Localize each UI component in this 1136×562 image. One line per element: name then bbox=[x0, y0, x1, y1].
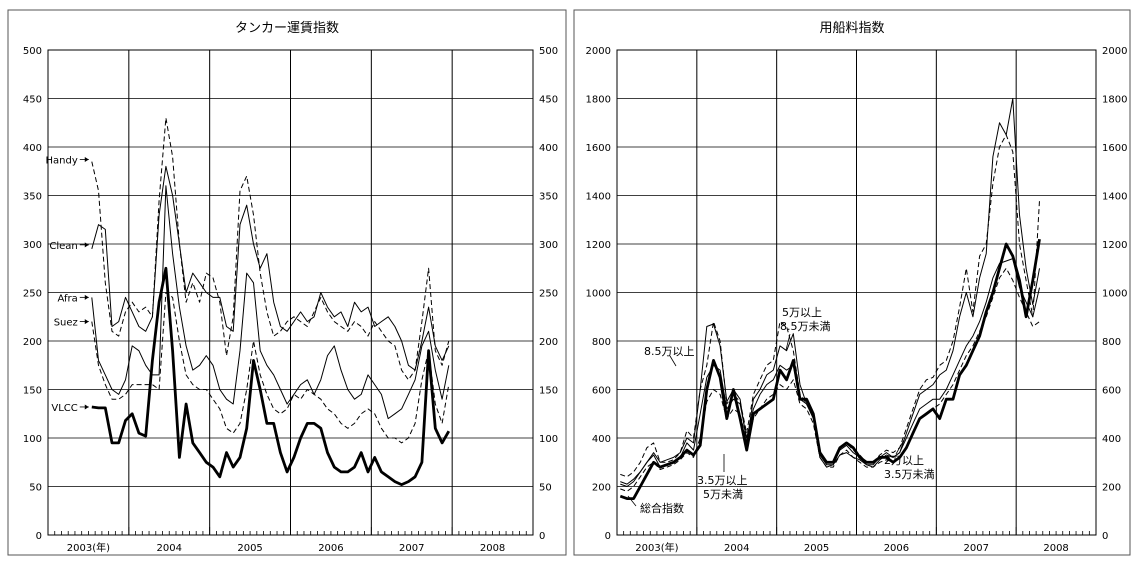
right-chart-title: 用船料指数 bbox=[819, 21, 884, 36]
y-tick-label-left: 300 bbox=[23, 240, 42, 251]
series-label: Clean bbox=[49, 241, 77, 252]
y-tick-label-left: 1600 bbox=[586, 143, 611, 154]
tanker-freight-index-chart: 0 0 50 50 100 100 150 150 200 200 250 250 300 300 350 3… bbox=[23, 46, 558, 554]
series-line bbox=[620, 258, 1040, 487]
y-tick-label-left: 500 bbox=[23, 46, 42, 57]
y-tick-label-left: 1000 bbox=[586, 289, 611, 300]
x-tick-label: 2003(年) bbox=[635, 541, 678, 554]
y-tick-label-right: 800 bbox=[1102, 337, 1121, 348]
y-tick-label-left: 250 bbox=[23, 289, 42, 300]
y-tick-label-right: 1000 bbox=[1102, 289, 1127, 300]
annotation-leaders bbox=[627, 333, 905, 507]
left-chart-title: タンカー運賃指数 bbox=[235, 21, 339, 36]
y-tick-label-left: 2000 bbox=[586, 46, 611, 57]
y-tick-label-right: 400 bbox=[539, 143, 558, 154]
annotation-35man-ijou: 3.5万以上 bbox=[697, 474, 748, 487]
y-tick-label-left: 400 bbox=[23, 143, 42, 154]
y-tick-label-left: 450 bbox=[23, 95, 42, 106]
y-tick-label-right: 600 bbox=[1102, 386, 1121, 397]
y-tick-label-left: 1800 bbox=[586, 95, 611, 106]
annotation-85man-miman: 8.5万未満 bbox=[780, 320, 831, 333]
y-tick-label-left: 1400 bbox=[586, 192, 611, 203]
y-tick-label-right: 450 bbox=[539, 95, 558, 106]
series-line bbox=[91, 266, 451, 487]
y-tick-label-right: 0 bbox=[1102, 531, 1108, 542]
y-tick-label-left: 50 bbox=[29, 483, 42, 494]
y-tick-label-left: 200 bbox=[592, 483, 611, 494]
series-line bbox=[620, 98, 1040, 485]
arrowhead bbox=[84, 157, 89, 163]
series-line bbox=[620, 134, 1040, 478]
y-tick-label-left: 150 bbox=[23, 386, 42, 397]
arrowhead bbox=[84, 242, 89, 248]
annotation-35man-miman: 3.5万未満 bbox=[884, 468, 935, 481]
y-tick-label-right: 200 bbox=[539, 337, 558, 348]
y-tick-label-right: 1200 bbox=[1102, 240, 1127, 251]
y-tick-label-right: 0 bbox=[539, 531, 545, 542]
annotation-5man-ijou: 5万以上 bbox=[782, 306, 822, 319]
series-label: VLCC bbox=[51, 403, 77, 414]
y-tick-label-right: 300 bbox=[539, 240, 558, 251]
x-tick-label: 2008 bbox=[1043, 543, 1068, 554]
y-tick-label-right: 100 bbox=[539, 434, 558, 445]
y-tick-label-right: 400 bbox=[1102, 434, 1121, 445]
leader-sougou bbox=[627, 495, 637, 507]
arrowhead bbox=[84, 404, 89, 410]
y-tick-label-right: 150 bbox=[539, 386, 558, 397]
annotation-85man-ijou: 8.5万以上 bbox=[644, 345, 695, 358]
y-tick-label-left: 0 bbox=[605, 531, 611, 542]
arrowhead bbox=[84, 319, 89, 325]
series-label: Suez bbox=[54, 318, 78, 329]
x-tick-label: 2007 bbox=[964, 543, 989, 554]
x-tick-label: 2006 bbox=[318, 543, 343, 554]
y-tick-label-right: 250 bbox=[539, 289, 558, 300]
right-panel-frame bbox=[573, 9, 1131, 556]
arrowhead bbox=[84, 294, 89, 300]
y-tick-label-right: 200 bbox=[1102, 483, 1121, 494]
x-tick-label: 2003(年) bbox=[67, 541, 110, 554]
y-tick-label-left: 200 bbox=[23, 337, 42, 348]
x-tick-label: 2004 bbox=[724, 543, 749, 554]
annotation-sougou-shisuu: 総合指数 bbox=[640, 501, 684, 515]
series-line bbox=[91, 165, 450, 371]
y-tick-label-left: 400 bbox=[592, 434, 611, 445]
y-tick-label-right: 50 bbox=[539, 483, 552, 494]
x-tick-label: 2008 bbox=[480, 543, 505, 554]
x-tick-label: 2004 bbox=[157, 543, 182, 554]
y-tick-label-right: 350 bbox=[539, 192, 558, 203]
charter-rate-index-chart: 0 0 200 200 400 400 600 600 800 800 1000 1000 1200 12… bbox=[586, 46, 1128, 554]
series-label: Handy bbox=[46, 156, 78, 167]
series-line bbox=[91, 117, 450, 381]
y-tick-label-right: 1800 bbox=[1102, 95, 1127, 106]
annotation-2man-ijou: 2万以上 bbox=[884, 454, 924, 467]
y-tick-label-left: 1200 bbox=[586, 240, 611, 251]
y-tick-label-left: 800 bbox=[592, 337, 611, 348]
left-panel-frame bbox=[7, 9, 567, 556]
leader-5man bbox=[785, 333, 791, 351]
leader-2man bbox=[895, 439, 905, 455]
x-tick-label: 2007 bbox=[399, 543, 424, 554]
y-tick-label-right: 1600 bbox=[1102, 143, 1127, 154]
x-tick-label: 2005 bbox=[237, 543, 262, 554]
x-tick-label: 2006 bbox=[884, 543, 909, 554]
y-tick-label-right: 2000 bbox=[1102, 46, 1127, 57]
y-tick-label-left: 0 bbox=[36, 531, 42, 542]
y-tick-label-left: 600 bbox=[592, 386, 611, 397]
series-line bbox=[620, 267, 1040, 492]
y-tick-label-right: 500 bbox=[539, 46, 558, 57]
right-chart-annotations: 8.5万以上 5万以上 8.5万未満 3.5万以上 5万未満 2万以上 3.5万… bbox=[627, 306, 935, 515]
annotation-5man-miman: 5万未満 bbox=[703, 488, 743, 501]
series-label: Afra bbox=[58, 293, 78, 304]
y-tick-label-left: 100 bbox=[23, 434, 42, 445]
y-tick-label-right: 1400 bbox=[1102, 192, 1127, 203]
leader-85man bbox=[669, 355, 677, 367]
x-tick-label: 2005 bbox=[804, 543, 829, 554]
y-tick-label-left: 350 bbox=[23, 192, 42, 203]
